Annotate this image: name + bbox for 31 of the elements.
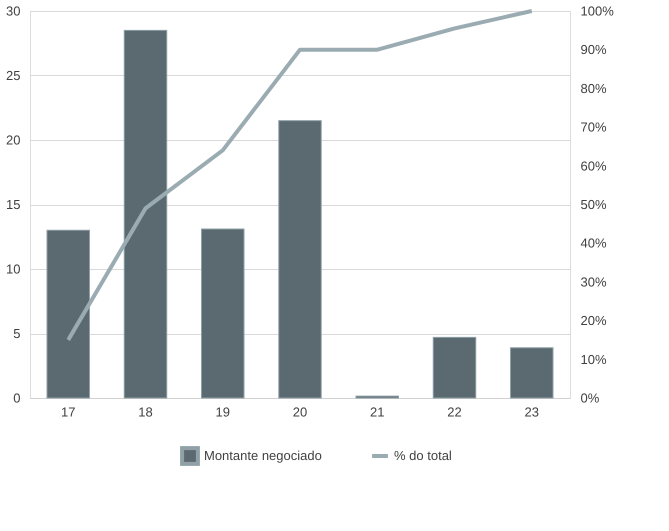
y-tick-label: 15 (6, 197, 20, 212)
x-tick-label: 18 (138, 404, 153, 420)
bar (278, 120, 322, 398)
y-tick-label: 10 (6, 262, 20, 276)
y-tick-label: 0 (13, 390, 20, 406)
y2-tick-label: 90% (580, 42, 607, 58)
legend-label: % do total (394, 448, 452, 463)
x-tick-label: 21 (370, 404, 384, 420)
y-tick-label: 5 (13, 326, 20, 341)
x-tick-label: 22 (447, 404, 462, 420)
y-tick-label: 20 (6, 132, 20, 148)
bar (510, 347, 554, 398)
x-tick-label: 19 (216, 404, 230, 420)
y2-tick-label: 100% (580, 4, 614, 18)
y2-tick-label: 80% (580, 80, 607, 96)
x-tick-label: 23 (524, 404, 539, 420)
y-tick-label: 30 (6, 4, 20, 18)
y-tick-label: 25 (6, 68, 20, 83)
bar (432, 336, 476, 398)
y2-tick-label: 60% (580, 158, 607, 174)
y2-tick-label: 30% (580, 274, 607, 290)
y2-tick-label: 10% (580, 352, 607, 367)
x-tick-label: 20 (292, 404, 308, 420)
y2-tick-label: 70% (580, 120, 607, 135)
y2-tick-label: 0% (580, 390, 600, 406)
x-tick-label: 17 (61, 404, 76, 420)
y2-tick-label: 20% (580, 313, 607, 328)
y2-tick-label: 50% (580, 197, 607, 212)
legend-label: Montante negociado (204, 448, 322, 463)
y2-tick-label: 40% (580, 236, 607, 251)
bar (201, 228, 244, 398)
